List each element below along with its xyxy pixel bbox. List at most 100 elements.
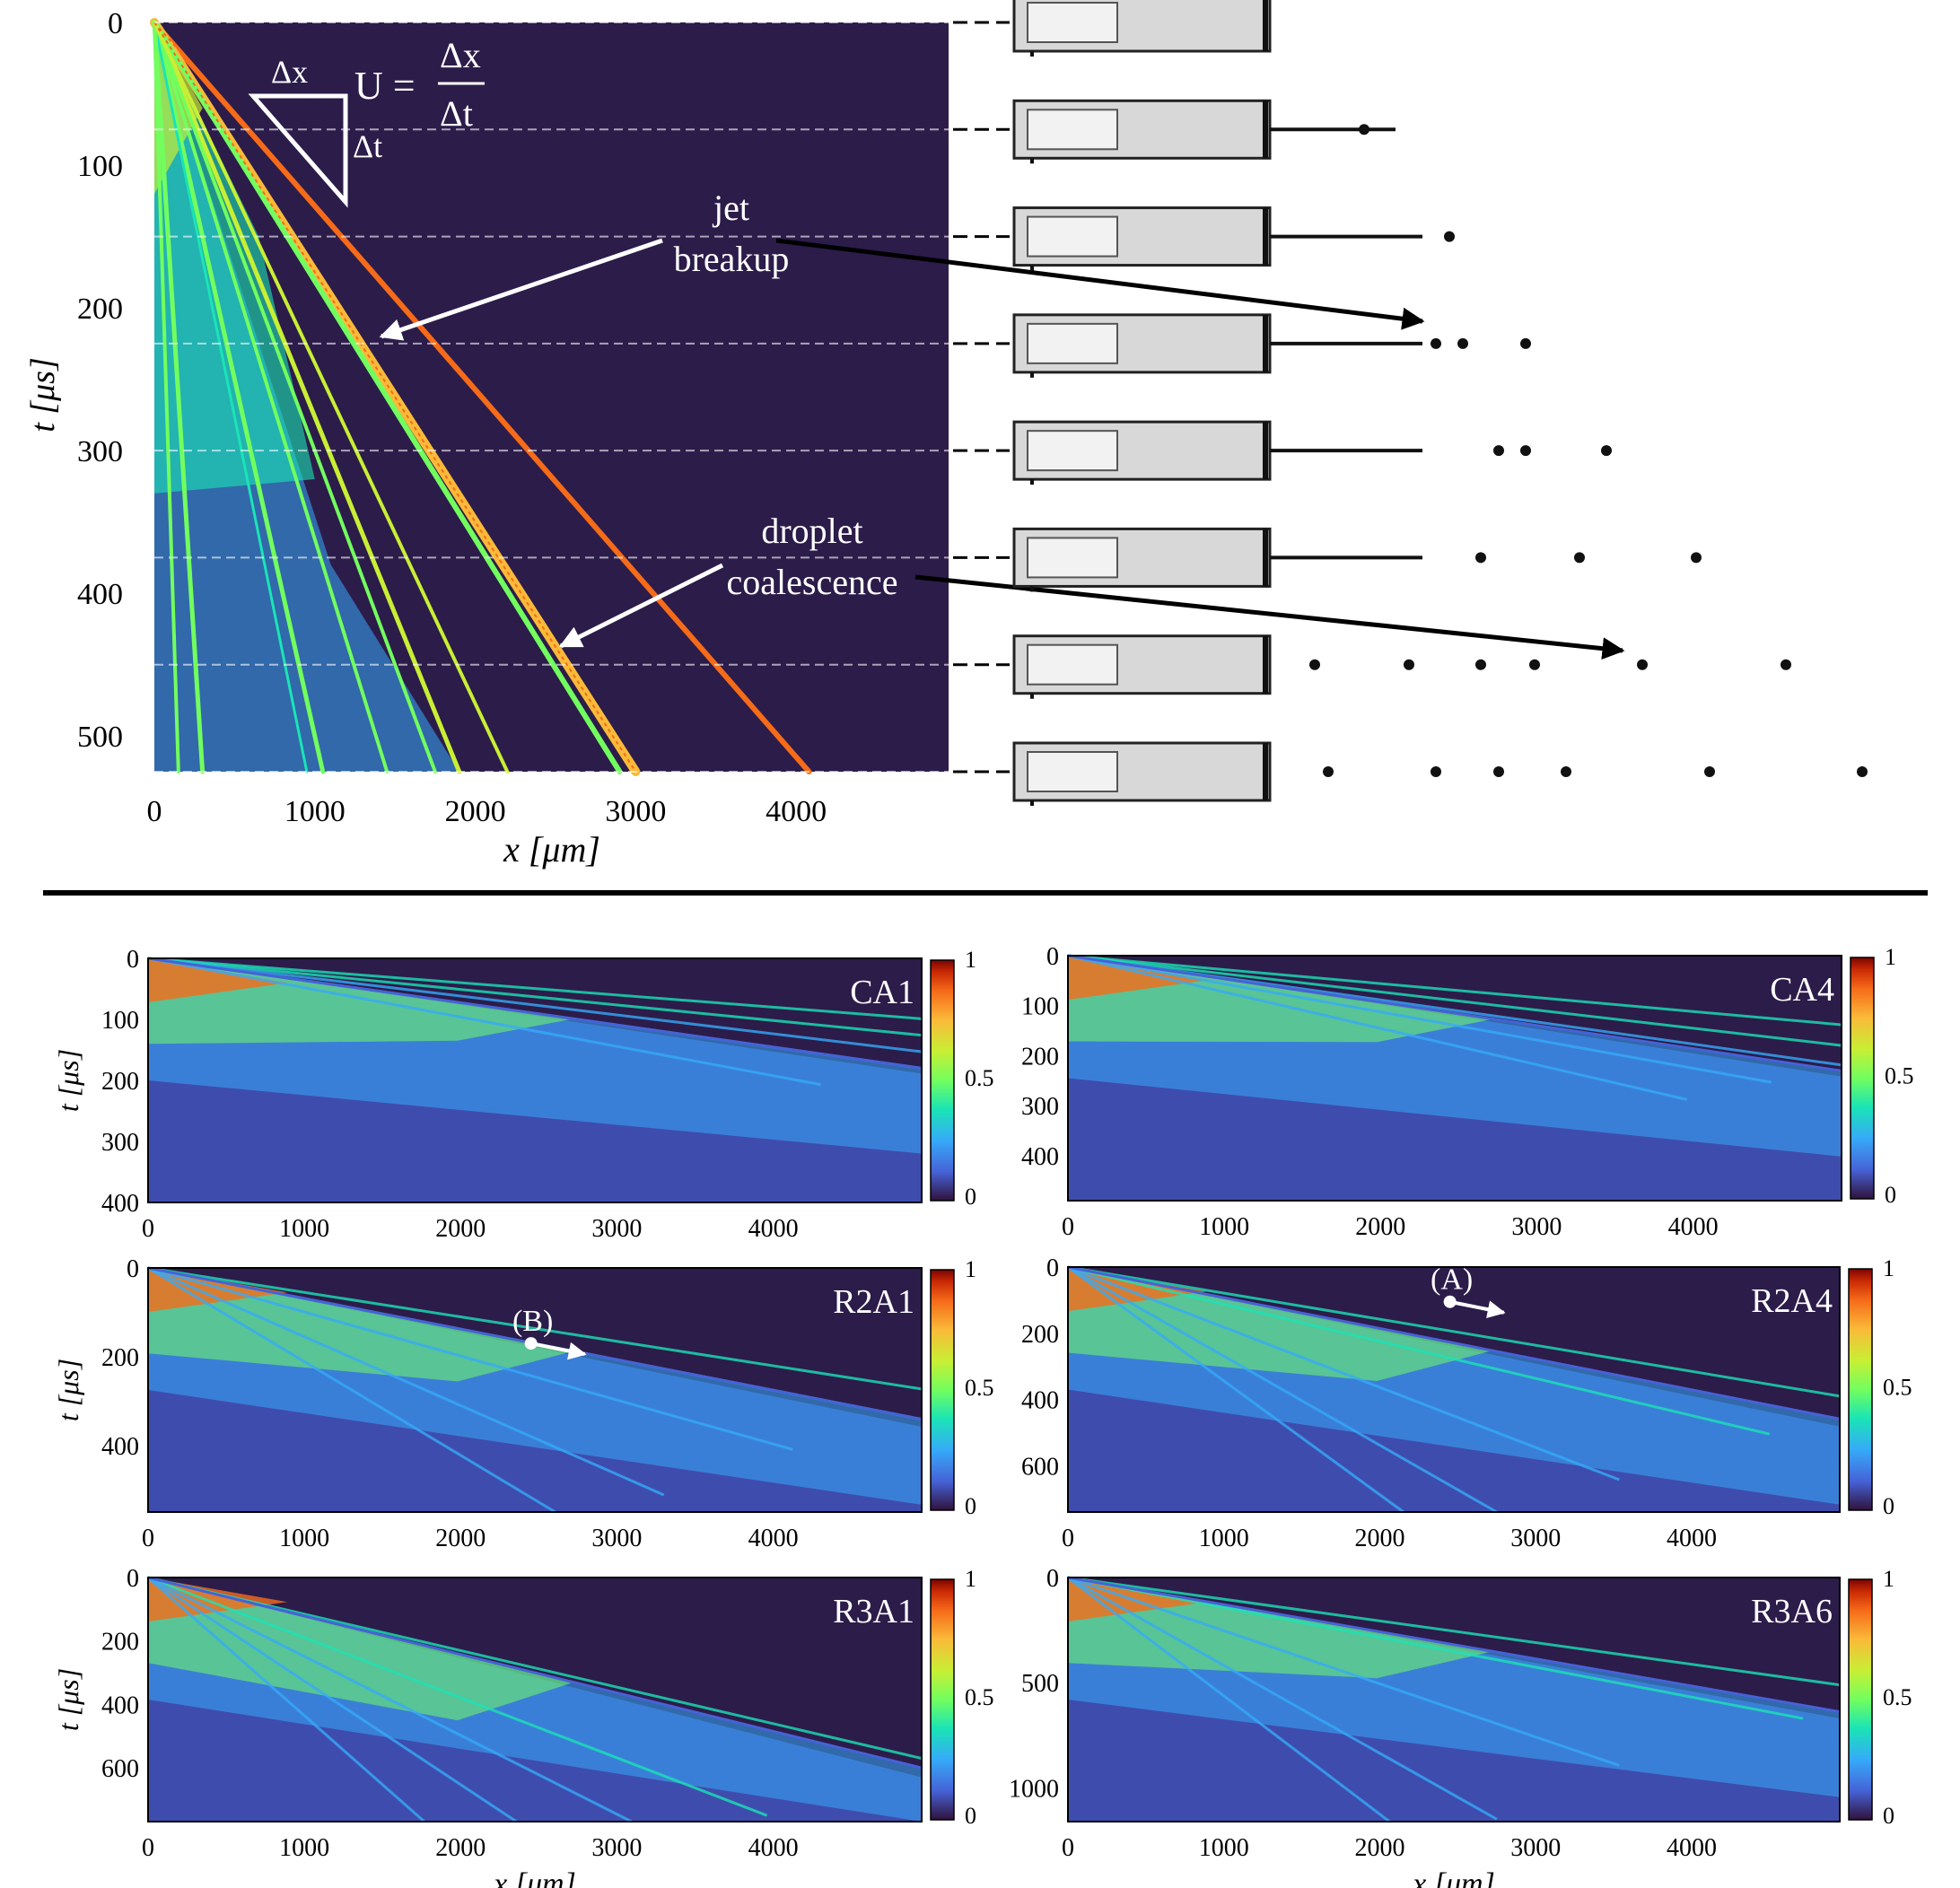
panel-R2A1-streaks — [147, 1266, 923, 1514]
frame-nozzle-chamber — [1027, 215, 1118, 258]
panel-R3A1-ytick-200: 200 — [101, 1629, 139, 1656]
panel-R2A1-xtick-2000: 2000 — [435, 1525, 486, 1552]
panel-streak-1 — [147, 1576, 768, 1817]
slope-dt-label: Δt — [353, 128, 382, 164]
panel-streak-2 — [1067, 1265, 1620, 1482]
panel-CA4-xtick-2000: 2000 — [1355, 1213, 1405, 1241]
frame-droplet — [1529, 659, 1540, 670]
panel-CA4-colorbar — [1850, 957, 1875, 1200]
panel-R2A1-ytick-200: 200 — [101, 1344, 139, 1372]
frame-nozzle-chamber — [1027, 109, 1118, 151]
panel-R3A1-xtick-1000: 1000 — [279, 1834, 329, 1862]
panel-CA4-label: CA4 — [1770, 971, 1834, 1009]
panel-R3A6-frame — [1067, 1577, 1841, 1822]
panel-CA4-cbtick-0: 0 — [1885, 1182, 1896, 1208]
panel-R2A4-cbtick-0: 0 — [1883, 1493, 1894, 1519]
panel-R2A4-xtick-0: 0 — [1062, 1525, 1074, 1552]
panel-R3A6-ytick-1000: 1000 — [1009, 1775, 1059, 1803]
panel-CA4-ytick-300: 300 — [1021, 1093, 1059, 1121]
panel-streak-0 — [147, 957, 923, 1020]
panel-R3A1-ylabel: t [μs] — [52, 1668, 84, 1731]
panel-wedge-hot — [1068, 1267, 1207, 1312]
panel-R3A6-xtick-4000: 4000 — [1667, 1834, 1717, 1862]
panel-CA4-cbtick-0.5: 0.5 — [1885, 1063, 1914, 1089]
main-ytick-300: 300 — [77, 435, 123, 468]
panel-streak-4 — [1067, 1265, 1404, 1514]
panel-R2A1-xtick-1000: 1000 — [279, 1525, 329, 1552]
panel-streak-0 — [1067, 954, 1842, 1027]
panel-CA1-xtick-0: 0 — [142, 1215, 154, 1243]
panel-R3A1-ytick-400: 400 — [101, 1691, 139, 1719]
frame-droplet — [1637, 659, 1648, 670]
panel-streak-4 — [147, 1576, 425, 1823]
main-x-axis-label: x [μm] — [503, 829, 600, 870]
panel-streak-3 — [1067, 954, 1772, 1084]
velocity-numerator: Δx — [440, 35, 481, 75]
frame-nozzle-chamber — [1027, 2, 1118, 43]
frame-droplet — [1493, 766, 1504, 777]
velocity-denominator: Δt — [440, 93, 473, 134]
frame-droplet — [1691, 552, 1702, 564]
panel-CA1-xtick-1000: 1000 — [279, 1215, 329, 1243]
panel-R3A6-cbtick-0: 0 — [1883, 1803, 1894, 1829]
panel-R2A1-xtick-0: 0 — [142, 1525, 154, 1552]
panel-R3A6-colorbar — [1848, 1578, 1873, 1821]
panel-R2A4-xtick-4000: 4000 — [1667, 1525, 1717, 1552]
panel-R2A4-ytick-600: 600 — [1021, 1453, 1059, 1481]
panel-streak-4 — [147, 1266, 556, 1514]
panel-R2A1-ylabel: t [μs] — [52, 1359, 84, 1421]
panel-CA4-xtick-3000: 3000 — [1511, 1213, 1562, 1241]
panel-R3A1-label: R3A1 — [833, 1593, 914, 1630]
panel-R3A6-cbtick-0.5: 0.5 — [1883, 1684, 1912, 1710]
frame-droplet — [1704, 766, 1715, 777]
panel-CA1-frame — [147, 957, 923, 1203]
main-x-ticks: 0 1000 2000 3000 4000 — [147, 795, 827, 828]
panel-streak-0 — [1067, 1576, 1841, 1687]
panel-R2A4-frame — [1067, 1266, 1841, 1513]
panel-R2A1-cbtick-0: 0 — [965, 1493, 976, 1519]
panel-R3A1-ytick-0: 0 — [127, 1565, 139, 1593]
frame-strip — [953, 0, 1868, 806]
panel-R2A4-cbtick-1: 1 — [1883, 1255, 1894, 1281]
frame-droplet — [1601, 445, 1612, 457]
panel-R2A1-label: R2A1 — [833, 1283, 914, 1321]
frame-droplet — [1857, 766, 1868, 777]
panel-streak-2 — [1067, 1576, 1620, 1767]
panel-R2A4-xtick-2000: 2000 — [1354, 1525, 1404, 1552]
main-ytick-0: 0 — [108, 7, 123, 40]
panel-R2A1-cbtick-1: 1 — [965, 1256, 976, 1282]
panel-R3A6-ytick-0: 0 — [1046, 1565, 1059, 1593]
main-ytick-500: 500 — [77, 721, 123, 754]
panel-CA4-ytick-0: 0 — [1046, 943, 1059, 971]
frame-nozzle-chamber — [1027, 430, 1118, 472]
main-streak-second-core — [153, 22, 637, 773]
main-streak-7 — [153, 21, 309, 774]
jet-label-line1: jet — [712, 188, 749, 228]
panel-R2A4-cbtick-0.5: 0.5 — [1883, 1375, 1912, 1401]
panel-R2A1-marker-arrow — [530, 1342, 587, 1360]
panel-streak-3 — [1067, 1265, 1498, 1514]
panel-R2A4-streaks — [1067, 1265, 1841, 1514]
panel-CA1-ytick-0: 0 — [127, 946, 139, 974]
panel-lead-streak — [147, 1576, 923, 1770]
panel-CA1-ytick-100: 100 — [101, 1007, 139, 1035]
panel-streak-1 — [1067, 1576, 1804, 1720]
frame-droplet — [1444, 231, 1455, 242]
panel-R2A1-marker-label: (B) — [512, 1305, 553, 1338]
panel-streak-2 — [147, 1576, 633, 1823]
frame-image-6 — [1012, 634, 1791, 699]
main-streak-4 — [153, 21, 437, 774]
panel-R2A4-marker-arrow — [1449, 1299, 1506, 1319]
panel-R3A1-colorbar — [930, 1578, 955, 1821]
panel-CA4-xtick-1000: 1000 — [1199, 1213, 1249, 1241]
main-ytick-400: 400 — [77, 578, 123, 611]
panel-R3A6-xtick-2000: 2000 — [1354, 1834, 1404, 1862]
panel-CA4-ytick-400: 400 — [1021, 1143, 1059, 1171]
panel-R2A4-xtick-3000: 3000 — [1510, 1525, 1561, 1552]
jet-label-line2: breakup — [674, 239, 790, 279]
frame-image-4 — [1012, 420, 1612, 485]
